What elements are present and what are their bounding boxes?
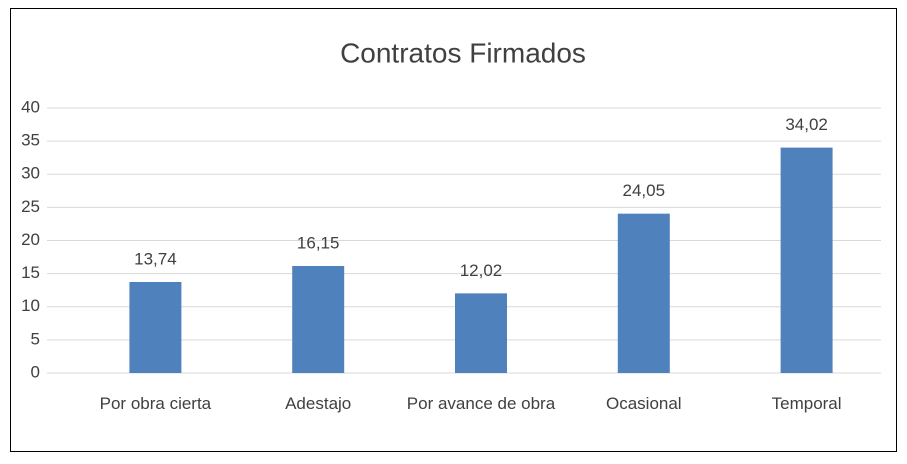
y-tick-label: 0 bbox=[31, 362, 40, 381]
x-tick-label: Temporal bbox=[771, 394, 842, 413]
x-tick-label: Por avance de obra bbox=[406, 394, 556, 413]
value-label: 13,74 bbox=[134, 249, 177, 268]
y-tick-label: 20 bbox=[21, 230, 40, 249]
bar bbox=[617, 213, 670, 373]
y-tick-label: 30 bbox=[21, 164, 40, 183]
x-tick-label-box: Por avance de obra bbox=[406, 394, 556, 413]
x-tick-label: Por obra cierta bbox=[99, 394, 212, 413]
value-label: 16,15 bbox=[297, 233, 340, 252]
bar bbox=[455, 293, 507, 373]
y-tick-label: 35 bbox=[21, 131, 40, 150]
y-tick-label: 5 bbox=[31, 329, 40, 348]
y-tick-label: 10 bbox=[21, 296, 40, 315]
value-label: 34,02 bbox=[785, 115, 828, 134]
y-tick-label: 15 bbox=[21, 263, 40, 282]
x-tick-label-box: Ocasional bbox=[605, 394, 682, 413]
x-tick-label-box: Por obra cierta bbox=[99, 394, 212, 413]
bar bbox=[129, 281, 182, 373]
x-tick-label-box: Adestajo bbox=[285, 394, 352, 413]
bar bbox=[780, 147, 833, 373]
x-tick-label: Ocasional bbox=[605, 394, 682, 413]
chart-title: Contratos Firmados bbox=[340, 37, 586, 68]
x-tick-label-box: Temporal bbox=[771, 394, 842, 413]
chart-frame bbox=[10, 8, 897, 452]
value-label: 24,05 bbox=[623, 181, 666, 200]
value-label: 12,02 bbox=[460, 261, 503, 280]
y-tick-label: 25 bbox=[21, 197, 40, 216]
x-tick-label: Adestajo bbox=[285, 394, 352, 413]
bar bbox=[292, 266, 345, 373]
y-tick-label: 40 bbox=[21, 97, 40, 116]
